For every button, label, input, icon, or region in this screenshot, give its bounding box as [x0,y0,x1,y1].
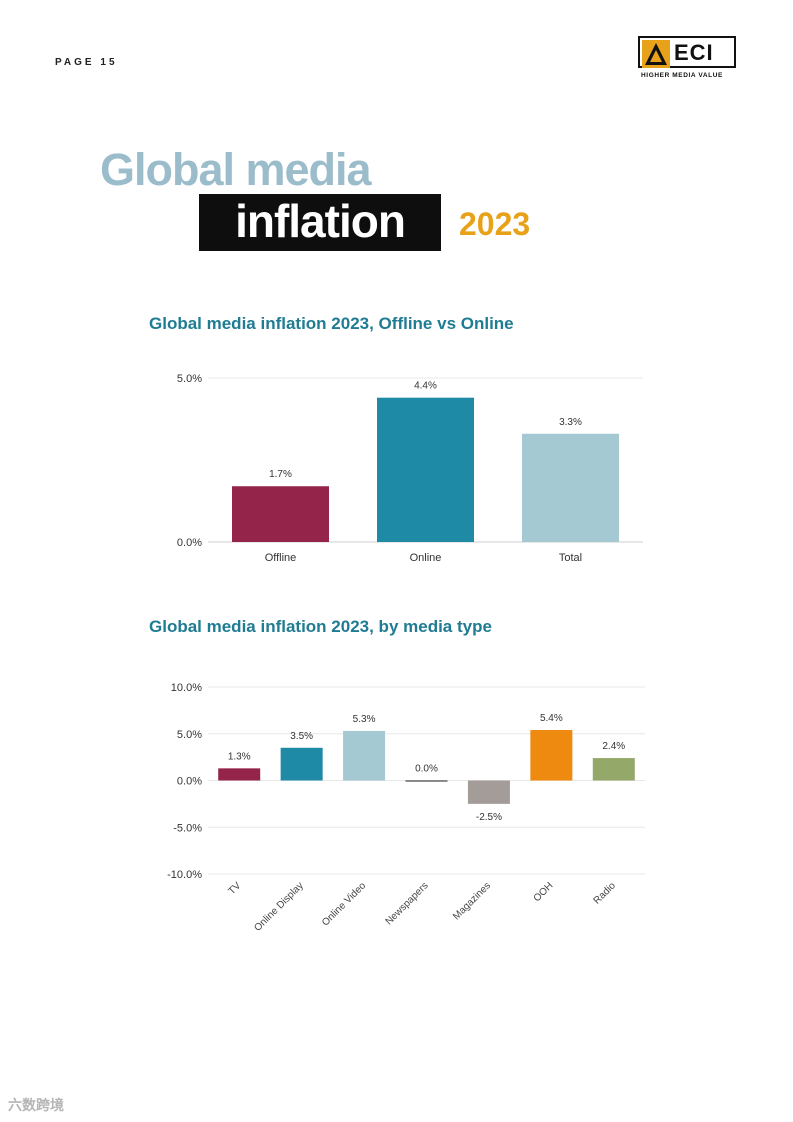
chart-title-by-media-type: Global media inflation 2023, by media ty… [149,617,492,636]
bar [592,758,635,781]
data-label: 1.3% [228,751,251,762]
bar [232,486,329,542]
category-label: Radio [592,880,619,907]
page-number: PAGE 15 [55,57,118,68]
bar [218,768,261,781]
logo-tagline: HIGHER MEDIA VALUE [641,72,723,79]
y-tick-label: -10.0% [167,869,202,881]
y-tick-label: 10.0% [171,682,202,694]
category-label: Offline [265,552,297,564]
bar [377,397,474,542]
data-label: 5.4% [540,713,563,724]
category-label: Magazines [451,880,493,922]
bar [467,780,510,804]
category-label: OOH [532,880,556,904]
y-tick-label: 5.0% [177,373,202,385]
page-title-year: 2023 [459,206,531,242]
data-label: -2.5% [476,812,502,823]
data-label: 5.3% [353,714,376,725]
data-label: 0.0% [415,764,438,775]
logo-letters: ECI [674,40,714,65]
page-title-line-1: Global media [100,144,372,195]
data-label: 2.4% [602,741,625,752]
y-tick-label: 0.0% [177,776,202,788]
logo-triangle-icon [642,40,670,68]
y-tick-label: -5.0% [173,822,202,834]
chart-title-offline-vs-online: Global media inflation 2023, Offline vs … [149,314,514,333]
offline-vs-online-chart: 0.0% 5.0% 1.7% Offline 4.4% Online 3.3% Total [177,373,643,564]
category-label: TV [227,880,244,897]
y-tick-label: 5.0% [177,729,202,741]
bar [405,780,448,782]
bar [522,433,619,542]
category-label: Newspapers [384,880,431,927]
category-label: Online Display [252,880,305,933]
eci-logo: ECI HIGHER MEDIA VALUE [638,36,738,86]
data-label: 4.4% [414,381,437,392]
bar [280,747,323,781]
watermark: 六数跨境 [8,1097,64,1113]
data-label: 1.7% [269,469,292,480]
category-label: Total [559,552,582,564]
bar [343,730,386,781]
media-type-chart: 10.0% 5.0% 0.0% -5.0% -10.0% 1.3% TV 3.5% Online… [167,682,645,934]
page-title-line-2: inflation [199,194,441,251]
data-label: 3.3% [559,417,582,428]
data-label: 3.5% [290,731,313,742]
category-label: Online Video [320,880,368,928]
logo-box: ECI [638,36,736,68]
y-tick-label: 0.0% [177,537,202,549]
category-label: Online [410,552,442,564]
bar [530,730,573,781]
